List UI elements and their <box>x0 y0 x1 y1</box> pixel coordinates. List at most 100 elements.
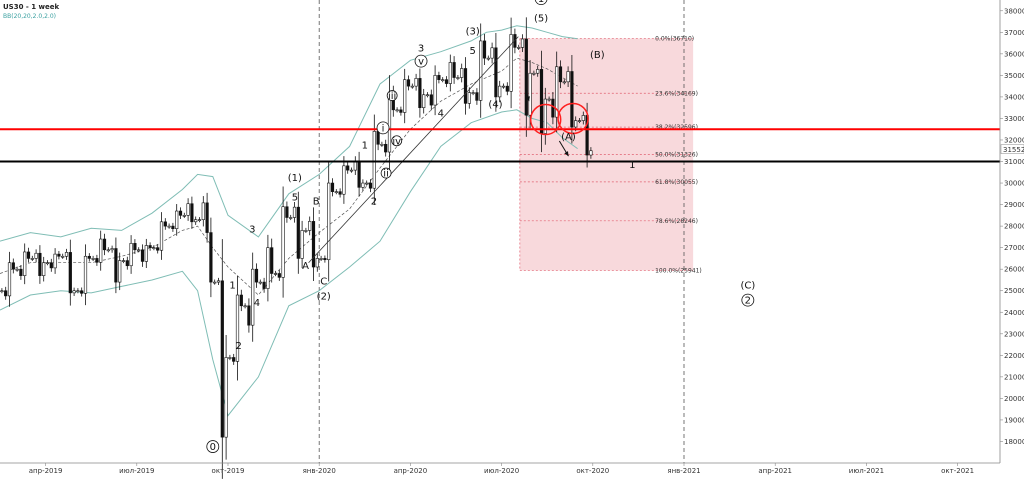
candle-body <box>433 75 437 106</box>
candle-body <box>11 262 15 270</box>
y-tick-label: 19000 <box>1004 416 1024 424</box>
y-tick-label: 28000 <box>1004 223 1024 231</box>
wave-label-circle <box>391 135 403 147</box>
candle-body <box>285 206 289 218</box>
candle-body <box>26 251 31 259</box>
candle-body <box>319 258 323 260</box>
candle-body <box>262 281 266 289</box>
candle-body <box>72 290 76 294</box>
fib-level-label: 100.0%(25941) <box>655 267 702 274</box>
wave-label: (C) <box>740 281 755 292</box>
candle-body <box>505 85 509 92</box>
candle-body <box>562 81 566 84</box>
candle-body <box>76 290 80 293</box>
candle-body <box>414 78 418 87</box>
candle-body <box>570 71 574 128</box>
candle-body <box>133 243 137 251</box>
candle-body <box>486 57 490 60</box>
wave-label: v <box>418 57 424 68</box>
candle-body <box>182 215 186 217</box>
candle-body <box>129 243 133 267</box>
wave-label: (4) <box>488 100 502 111</box>
wave-label: 3 <box>249 225 255 236</box>
candle-body <box>0 290 4 293</box>
candle-body <box>57 253 61 257</box>
candle-body <box>289 217 293 219</box>
y-tick-label: 32000 <box>1004 136 1024 144</box>
fib-level-label: 78.6%(28246) <box>655 218 698 225</box>
candle-body <box>509 34 513 92</box>
x-tick-label: июл-2020 <box>484 467 519 475</box>
y-tick-label: 31000 <box>1004 158 1024 166</box>
candle-body <box>467 92 471 104</box>
y-tick-label: 21000 <box>1004 373 1024 381</box>
candle-body <box>536 69 540 74</box>
wave-label: iii <box>388 91 396 102</box>
candle-body <box>342 165 346 195</box>
x-tick-label: апр-2021 <box>758 467 792 475</box>
candle-body <box>372 131 376 189</box>
wave-label: B <box>313 197 320 208</box>
candle-body <box>53 253 57 269</box>
candle-body <box>422 94 426 108</box>
wave-label-circle <box>414 54 428 68</box>
y-tick-label: 26000 <box>1004 266 1024 274</box>
candle-body <box>270 247 274 274</box>
candle-body <box>448 62 452 84</box>
candle-body <box>323 258 327 261</box>
y-tick-label: 34000 <box>1004 93 1024 101</box>
candle-body <box>327 182 331 261</box>
candle-body <box>524 38 528 116</box>
candle-body <box>148 245 152 248</box>
wave-label: A <box>302 261 309 272</box>
candle-body <box>482 40 487 59</box>
candle-body <box>543 98 547 134</box>
candle-body <box>574 120 578 128</box>
candle-body <box>4 290 8 297</box>
y-tick-label: 24000 <box>1004 309 1024 317</box>
candle-body <box>460 68 464 78</box>
candle-body <box>273 273 278 275</box>
bollinger-lower <box>0 109 578 417</box>
candle-body <box>42 262 46 276</box>
wave-label: (3) <box>466 26 480 37</box>
y-tick-label: 36000 <box>1004 50 1024 58</box>
candle-body <box>15 268 19 271</box>
candle-body <box>346 165 350 171</box>
candle-body <box>444 79 449 84</box>
fib-level-label: 23.6%(34169) <box>655 90 698 97</box>
y-tick-label: 20000 <box>1004 395 1024 403</box>
wave-label-circle <box>741 293 755 307</box>
candle-body <box>501 85 506 88</box>
x-tick-label: апр-2020 <box>394 467 428 475</box>
candle-body <box>513 34 517 48</box>
y-tick-label: 30000 <box>1004 180 1024 188</box>
x-tick-label: янв-2021 <box>667 467 700 475</box>
y-tick-label: 27000 <box>1004 244 1024 252</box>
current-price-box <box>1000 144 1024 154</box>
candle-body <box>517 47 521 49</box>
candle-body <box>471 92 475 94</box>
candles-layer <box>0 17 593 479</box>
candle-body <box>308 221 312 231</box>
wave-label: (B) <box>590 50 605 61</box>
candle-body <box>34 252 38 259</box>
candle-body <box>99 238 103 263</box>
y-axis-bg <box>1000 0 1024 479</box>
candle-body <box>357 160 361 188</box>
candle-body <box>365 182 369 185</box>
wave-label: (A) <box>561 132 576 143</box>
candle-body <box>178 210 183 216</box>
candle-body <box>304 230 308 232</box>
candle-body <box>243 305 247 308</box>
candle-body <box>125 260 129 267</box>
wave-label: iv <box>392 136 401 147</box>
candle-body <box>235 294 240 362</box>
wave-label: 2 <box>235 341 241 352</box>
candle-body <box>338 191 342 195</box>
y-tick-label: 23000 <box>1004 330 1024 338</box>
wave-label: 2 <box>371 197 377 208</box>
candle-body <box>144 245 148 262</box>
candle-body <box>296 206 300 259</box>
